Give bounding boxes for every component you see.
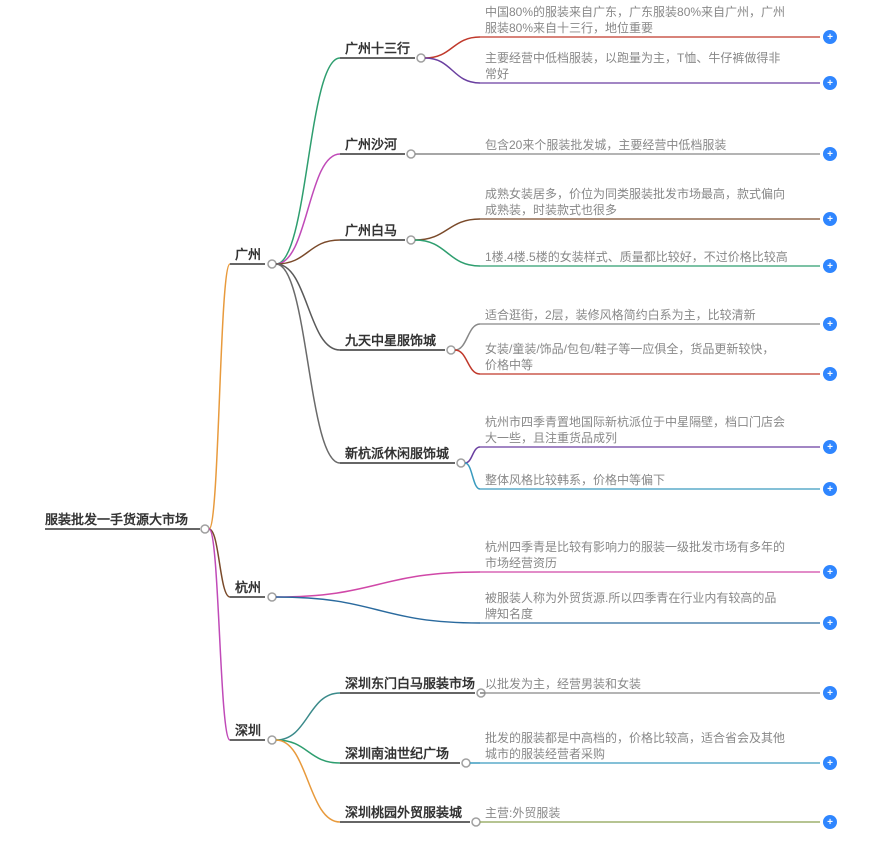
svg-text:+: + xyxy=(827,442,833,453)
city-gz: 广州 xyxy=(235,247,261,262)
svg-text:+: + xyxy=(827,78,833,89)
expand-leaf-1[interactable]: + xyxy=(823,76,837,90)
leaf-12-line-0: 批发的服装都是中高档的，价格比较高，适合省会及其他 xyxy=(485,730,785,745)
expand-leaf-4[interactable]: + xyxy=(823,259,837,273)
leaf-7-line-1: 大一些，且注重货品成列 xyxy=(485,430,617,445)
expand-leaf-0[interactable]: + xyxy=(823,30,837,44)
sub-sh: 广州沙河 xyxy=(345,137,397,152)
leaf-6-line-0: 女装/童装/饰品/包包/鞋子等一应俱全，货品更新较快， xyxy=(485,341,774,356)
city-sz: 深圳 xyxy=(235,723,261,738)
leaf-9-line-0: 杭州四季青是比较有影响力的服装一级批发市场有多年的 xyxy=(485,539,785,554)
leaf-9-line-1: 市场经营资历 xyxy=(485,555,557,570)
svg-text:+: + xyxy=(827,618,833,629)
leaf-11-line-0: 以批发为主，经营男装和女装 xyxy=(485,676,641,691)
expand-leaf-10[interactable]: + xyxy=(823,616,837,630)
leaf-2-line-0: 包含20来个服装批发城，主要经营中低档服装 xyxy=(485,137,726,152)
leaf-10-line-1: 牌知名度 xyxy=(485,606,533,621)
leaf-1-line-0: 主要经营中低档服装，以跑量为主，T恤、牛仔裤做得非 xyxy=(485,50,780,65)
leaf-0-line-0: 中国80%的服装来自广东，广东服装80%来自广州，广州 xyxy=(485,4,785,19)
sub-ssx: 广州十三行 xyxy=(345,41,410,56)
expand-leaf-12[interactable]: + xyxy=(823,756,837,770)
sub-xh: 新杭派休闲服饰城 xyxy=(345,446,449,461)
leaf-4-line-0: 1楼.4楼.5楼的女装样式、质量都比较好，不过价格比较高 xyxy=(485,249,788,264)
expand-leaf-3[interactable]: + xyxy=(823,212,837,226)
city-hz: 杭州 xyxy=(235,580,261,595)
mindmap-svg: 服装批发一手货源大市场 广州杭州深圳 广州十三行广州沙河广州白马九天中星服饰城新杭派… xyxy=(0,0,894,853)
svg-text:+: + xyxy=(827,261,833,272)
expand-leaf-8[interactable]: + xyxy=(823,482,837,496)
expand-leaf-9[interactable]: + xyxy=(823,565,837,579)
leaf-13-line-0: 主营:外贸服装 xyxy=(485,806,560,820)
sub-ny: 深圳南油世纪广场 xyxy=(345,746,449,761)
leaf-10-line-0: 被服装人称为外贸货源.所以四季青在行业内有较高的品 xyxy=(485,590,776,605)
leaf-3-line-0: 成熟女装居多，价位为同类服装批发市场最高，款式偏向 xyxy=(485,186,785,201)
svg-text:+: + xyxy=(827,319,833,330)
leaf-7-line-0: 杭州市四季青置地国际新杭派位于中星隔壁，档口门店会 xyxy=(485,414,785,429)
svg-text:+: + xyxy=(827,817,833,828)
expand-leaf-5[interactable]: + xyxy=(823,317,837,331)
sub-ty: 深圳桃园外贸服装城 xyxy=(345,805,462,820)
leaf-6-line-1: 价格中等 xyxy=(485,357,533,372)
svg-text:+: + xyxy=(827,214,833,225)
sub-dm: 深圳东门白马服装市场 xyxy=(345,676,475,691)
root-label: 服装批发一手货源大市场 xyxy=(45,512,188,527)
sub-jt: 九天中星服饰城 xyxy=(344,333,436,348)
expand-leaf-2[interactable]: + xyxy=(823,147,837,161)
svg-text:+: + xyxy=(827,688,833,699)
leaf-5-line-0: 适合逛街，2层，装修风格简约白系为主，比较清新 xyxy=(485,307,756,322)
sub-bm: 广州白马 xyxy=(345,223,397,238)
expand-leaf-7[interactable]: + xyxy=(823,440,837,454)
expand-leaf-6[interactable]: + xyxy=(823,367,837,381)
svg-text:+: + xyxy=(827,758,833,769)
leaf-1-line-1: 常好 xyxy=(485,67,509,81)
svg-text:+: + xyxy=(827,149,833,160)
leaf-3-line-1: 成熟装，时装款式也很多 xyxy=(485,202,617,217)
svg-text:+: + xyxy=(827,32,833,43)
expand-leaf-11[interactable]: + xyxy=(823,686,837,700)
expand-leaf-13[interactable]: + xyxy=(823,815,837,829)
leaf-0-line-1: 服装80%来自十三行，地位重要 xyxy=(485,20,653,35)
leaf-12-line-1: 城市的服装经营者采购 xyxy=(485,746,605,761)
svg-text:+: + xyxy=(827,484,833,495)
svg-text:+: + xyxy=(827,567,833,578)
leaf-8-line-0: 整体风格比较韩系，价格中等偏下 xyxy=(485,472,665,487)
svg-text:+: + xyxy=(827,369,833,380)
